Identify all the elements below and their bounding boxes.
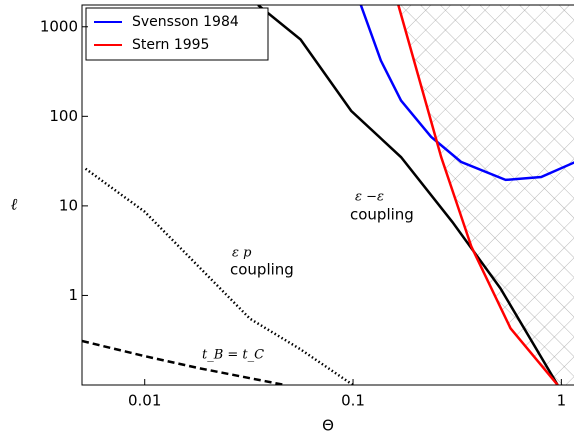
series-line xyxy=(359,5,574,182)
annotation: ε −ε xyxy=(355,190,384,205)
annotation: coupling xyxy=(350,206,414,224)
x-tick-label: 0.1 xyxy=(341,392,365,410)
legend-label: Stern 1995 xyxy=(132,37,209,53)
hatch-region xyxy=(398,5,574,385)
y-tick-label: 1000 xyxy=(40,17,78,35)
y-axis-label: ℓ xyxy=(11,195,18,214)
legend-label: Svensson 1984 xyxy=(132,14,239,30)
curve xyxy=(84,167,354,385)
annotation: ε p xyxy=(232,246,252,261)
annotation: t_B = t_C xyxy=(202,348,264,363)
y-tick-label: 10 xyxy=(59,196,78,214)
axes-frame xyxy=(81,4,574,386)
annotation: coupling xyxy=(230,261,294,279)
legend xyxy=(85,7,269,61)
series-line xyxy=(397,5,559,385)
x-tick-label: 0.01 xyxy=(128,392,161,410)
plot-area xyxy=(82,5,574,385)
curve xyxy=(257,5,559,385)
x-tick-label: 1 xyxy=(557,392,567,410)
curve xyxy=(82,339,285,385)
y-tick-label: 100 xyxy=(49,107,78,125)
y-tick-label: 1 xyxy=(68,286,78,304)
x-axis-label: Θ xyxy=(322,417,334,435)
